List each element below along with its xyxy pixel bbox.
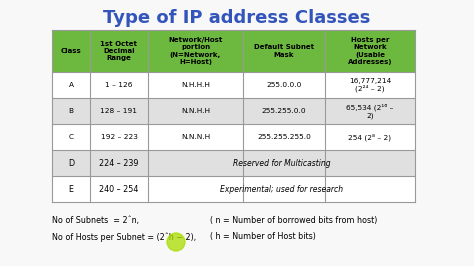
Text: 224 – 239: 224 – 239: [99, 159, 139, 168]
Bar: [52, 72, 415, 98]
Text: C: C: [69, 134, 73, 140]
Text: 1 – 126: 1 – 126: [105, 82, 133, 88]
Text: A: A: [69, 82, 73, 88]
Text: 255.0.0.0: 255.0.0.0: [266, 82, 301, 88]
Text: E: E: [69, 185, 73, 193]
Text: N.H.H.H: N.H.H.H: [181, 82, 210, 88]
Text: 1st Octet
Decimal
Range: 1st Octet Decimal Range: [100, 41, 137, 61]
Text: 128 – 191: 128 – 191: [100, 108, 137, 114]
Bar: [52, 30, 415, 72]
Bar: [52, 124, 415, 150]
Text: Type of IP address Classes: Type of IP address Classes: [103, 9, 371, 27]
Text: Default Subnet
Mask: Default Subnet Mask: [254, 44, 314, 58]
Text: ( h = Number of Host bits): ( h = Number of Host bits): [210, 232, 316, 242]
Text: 240 – 254: 240 – 254: [100, 185, 139, 193]
Text: Reserved for Multicasting: Reserved for Multicasting: [233, 159, 330, 168]
Circle shape: [167, 233, 185, 251]
Text: Experimental; used for research: Experimental; used for research: [220, 185, 343, 193]
Text: 254 (2⁸ – 2): 254 (2⁸ – 2): [348, 133, 392, 141]
Bar: [52, 98, 415, 124]
Text: 192 – 223: 192 – 223: [100, 134, 137, 140]
Text: N.N.N.H: N.N.N.H: [181, 134, 210, 140]
Text: D: D: [68, 159, 74, 168]
Text: Network/Host
portion
(N=Network,
H=Host): Network/Host portion (N=Network, H=Host): [168, 37, 223, 65]
Text: N.N.H.H: N.N.H.H: [181, 108, 210, 114]
Text: 255.255.255.0: 255.255.255.0: [257, 134, 311, 140]
Text: No of Subnets  = 2ˆn,: No of Subnets = 2ˆn,: [52, 215, 139, 225]
Text: Hosts per
Network
(Usable
Addresses): Hosts per Network (Usable Addresses): [348, 37, 392, 65]
Text: No of Hosts per Subnet = (2ˆh − 2),: No of Hosts per Subnet = (2ˆh − 2),: [52, 232, 196, 242]
Text: B: B: [69, 108, 73, 114]
Bar: [52, 176, 415, 202]
Text: 65,534 (2¹⁶ –
2): 65,534 (2¹⁶ – 2): [346, 103, 394, 119]
Bar: [52, 150, 415, 176]
Text: Class: Class: [61, 48, 82, 54]
Text: ( n = Number of borrowed bits from host): ( n = Number of borrowed bits from host): [210, 215, 377, 225]
Text: 16,777,214
(2²⁴ – 2): 16,777,214 (2²⁴ – 2): [349, 77, 391, 93]
Text: 255.255.0.0: 255.255.0.0: [262, 108, 306, 114]
